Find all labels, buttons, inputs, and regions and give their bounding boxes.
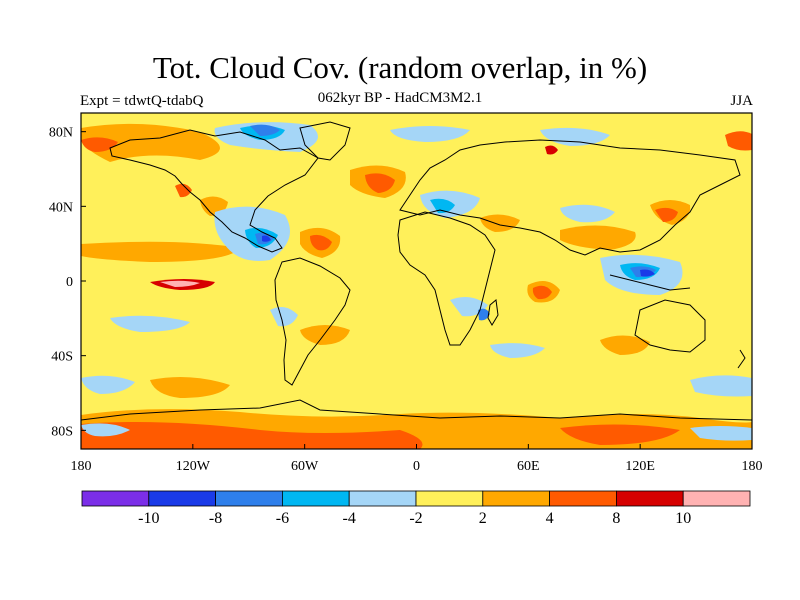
anomaly-patch <box>540 127 610 146</box>
anomaly-patch <box>545 145 558 155</box>
colorbar-label: 2 <box>479 510 487 527</box>
anomaly-patch <box>270 306 298 327</box>
coastlines <box>81 121 752 421</box>
colorbar-label: -4 <box>343 510 356 527</box>
colorbar-label: -6 <box>276 510 289 527</box>
x-tick-label: 180 <box>742 459 763 474</box>
colorbar-swatch <box>81 490 150 507</box>
anomaly-patch <box>532 285 552 300</box>
anomaly-patch <box>262 235 271 242</box>
anomaly-patch <box>81 375 135 394</box>
coastline-antarctica <box>81 399 752 421</box>
y-axis-ticks: 80N 40N 0 40S 80S <box>49 126 86 439</box>
y-tick-label: 0 <box>66 275 73 290</box>
colorbar-swatch <box>281 490 350 507</box>
y-tick-label: 40N <box>49 200 73 215</box>
anomaly-patch <box>690 426 752 441</box>
anomaly-patch <box>560 424 680 445</box>
colorbar-swatch <box>549 490 617 507</box>
x-tick-label: 60W <box>291 459 319 474</box>
x-tick-label: 180 <box>71 459 92 474</box>
colorbar-label: 8 <box>612 510 620 527</box>
colorbar-label: 10 <box>675 510 691 527</box>
colorbar-label: -2 <box>409 510 422 527</box>
anomaly-patch <box>690 375 752 397</box>
x-tick-label: 120E <box>625 459 655 474</box>
y-tick-label: 80S <box>51 424 73 439</box>
anomaly-patch <box>478 308 490 321</box>
colorbar-label: -8 <box>209 510 222 527</box>
anomaly-patch <box>600 335 650 355</box>
colorbar-labels: -10 -8 -6 -4 -2 2 4 8 10 <box>138 510 691 527</box>
x-axis-ticks: 180 120W 60W 0 60E 120E 180 <box>71 444 763 474</box>
anomaly-patches <box>81 122 752 449</box>
x-tick-label: 0 <box>413 459 420 474</box>
anomaly-patch <box>110 315 190 332</box>
coastline-eurasia <box>399 139 741 256</box>
y-tick-label: 80N <box>49 126 73 141</box>
anomaly-patch <box>81 241 240 262</box>
anomaly-patch <box>390 126 470 142</box>
anomaly-patch <box>725 131 752 151</box>
x-tick-label: 60E <box>517 459 540 474</box>
coastline-south-america <box>274 257 351 386</box>
anomaly-patch <box>81 422 423 449</box>
anomaly-patch <box>560 204 615 223</box>
anomaly-patch <box>81 123 220 162</box>
anomaly-patch <box>655 207 678 222</box>
coastline-madagascar <box>487 299 499 326</box>
colorbar-swatch <box>215 490 283 507</box>
coastline-north-america <box>109 129 319 253</box>
colorbar-swatch <box>616 490 684 507</box>
anomaly-patch <box>365 173 395 193</box>
anomaly-patch <box>310 234 332 251</box>
colorbar-swatch <box>348 490 417 507</box>
anomaly-patch <box>430 198 455 214</box>
anomaly-patch <box>250 124 280 136</box>
anomaly-patch <box>490 343 545 358</box>
colorbar <box>81 490 751 507</box>
colorbar-label: 4 <box>546 510 554 527</box>
colorbar-swatch <box>682 490 751 507</box>
coastline-indonesia <box>609 274 691 291</box>
colorbar-label: -10 <box>138 510 159 527</box>
season-label: JJA <box>730 93 753 109</box>
anomaly-patch <box>81 423 130 437</box>
y-tick-label: 40S <box>51 350 73 365</box>
experiment-label: Expt = tdwtQ-tdabQ <box>80 93 204 109</box>
anomaly-patch <box>640 269 655 277</box>
anomaly-patch <box>175 183 192 198</box>
anomaly-patch <box>300 325 350 345</box>
anomaly-patch <box>81 137 118 152</box>
coastline-new-zealand <box>737 349 746 369</box>
coastline-australia <box>634 299 706 353</box>
anomaly-patch <box>480 214 520 232</box>
coastline-greenland <box>299 121 351 161</box>
x-tick-label: 120W <box>176 459 211 474</box>
anomaly-patch <box>160 280 200 287</box>
map-title: Tot. Cloud Cov. (random overlap, in %) <box>152 50 648 85</box>
anomaly-patch <box>150 376 230 398</box>
coastline-africa <box>397 211 496 346</box>
anomaly-patch <box>560 225 636 250</box>
colorbar-swatch <box>415 490 484 507</box>
map-subtitle: 062kyr BP - HadCM3M2.1 <box>317 90 483 106</box>
colorbar-swatch <box>148 490 217 507</box>
colorbar-swatch <box>482 490 550 507</box>
